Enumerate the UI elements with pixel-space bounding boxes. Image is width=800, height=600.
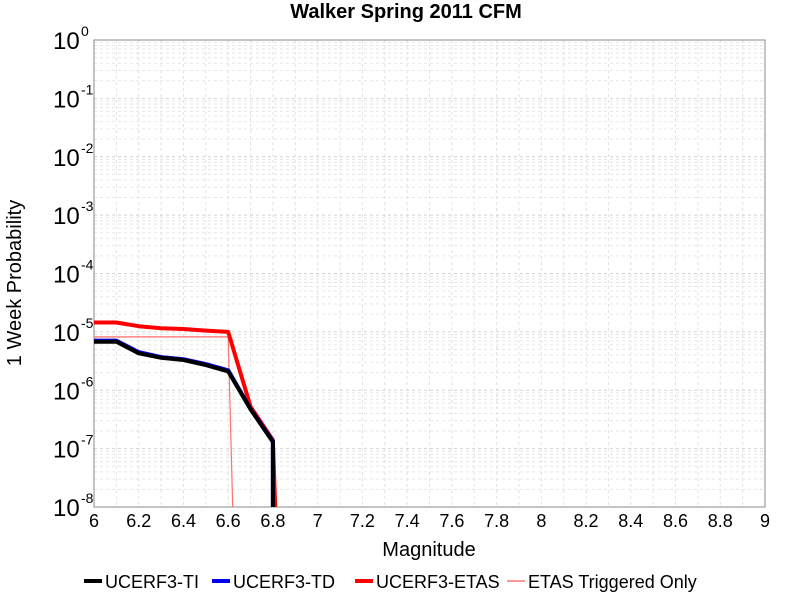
x-tick-label: 8.4 bbox=[618, 511, 643, 531]
y-tick-exponent: -2 bbox=[81, 140, 94, 156]
legend-label: UCERF3-TD bbox=[233, 572, 335, 592]
x-tick-label: 9 bbox=[760, 511, 770, 531]
y-tick-exponent: -1 bbox=[81, 81, 94, 97]
y-tick-label: 10 -1 bbox=[53, 81, 94, 113]
x-axis-label: Magnitude bbox=[382, 539, 475, 561]
series-line-ucerf3-ti bbox=[94, 339, 275, 507]
x-tick-label: 6.8 bbox=[260, 511, 285, 531]
x-tick-label: 7.4 bbox=[395, 511, 420, 531]
y-tick-label: 10 -8 bbox=[53, 490, 94, 522]
legend-label: UCERF3-TI bbox=[105, 572, 199, 592]
x-tick-label: 7 bbox=[313, 511, 323, 531]
y-tick-exponent: 0 bbox=[81, 23, 89, 39]
y-tick-base: 10 bbox=[53, 320, 80, 347]
y-tick-label: 10 0 bbox=[53, 23, 89, 55]
x-tick-label: 6.6 bbox=[216, 511, 241, 531]
y-tick-label: 10 -3 bbox=[53, 198, 94, 230]
y-tick-base: 10 bbox=[53, 145, 80, 172]
x-tick-label: 8.8 bbox=[708, 511, 733, 531]
x-tick-label: 6 bbox=[89, 511, 99, 531]
y-tick-label: 10 -7 bbox=[53, 432, 94, 464]
series-layer bbox=[94, 320, 278, 508]
x-tick-label: 8 bbox=[536, 511, 546, 531]
legend-label: UCERF3-ETAS bbox=[376, 572, 500, 592]
x-tick-label: 7.6 bbox=[439, 511, 464, 531]
y-tick-exponent: -4 bbox=[81, 257, 94, 273]
y-tick-label: 10 -6 bbox=[53, 373, 94, 405]
y-tick-exponent: -5 bbox=[81, 315, 94, 331]
x-tick-label: 8.2 bbox=[574, 511, 599, 531]
y-tick-exponent: -6 bbox=[81, 373, 94, 389]
x-tick-label: 6.2 bbox=[126, 511, 151, 531]
grid bbox=[93, 40, 766, 508]
y-tick-base: 10 bbox=[53, 28, 80, 55]
legend: UCERF3-TI UCERF3-TD UCERF3-ETAS ETAS Trigge… bbox=[84, 572, 697, 592]
y-axis-label: 1 Week Probability bbox=[4, 200, 26, 366]
y-tick-label: 10 -5 bbox=[53, 315, 94, 347]
y-tick-exponent: -3 bbox=[81, 198, 94, 214]
x-tick-label: 7.8 bbox=[484, 511, 509, 531]
y-tick-exponent: -7 bbox=[81, 432, 94, 448]
y-tick-base: 10 bbox=[53, 203, 80, 230]
chart-title: Walker Spring 2011 CFM bbox=[290, 1, 522, 23]
legend-item: UCERF3-ETAS bbox=[355, 572, 500, 592]
plot-area-border bbox=[93, 39, 766, 508]
y-tick-exponent: -8 bbox=[81, 490, 94, 506]
y-tick-base: 10 bbox=[53, 262, 80, 289]
x-tick-label: 7.2 bbox=[350, 511, 375, 531]
legend-item: UCERF3-TI bbox=[84, 572, 199, 592]
y-tick-label: 10 -4 bbox=[53, 257, 94, 289]
x-tick-labels: 6 6.2 6.4 6.6 6.8 7 7.2 7.4 7.6 7.8 8 8.2 8.4 8.6 8.8 9 bbox=[89, 511, 770, 531]
x-tick-label: 6.4 bbox=[171, 511, 196, 531]
legend-item: UCERF3-TD bbox=[212, 572, 335, 592]
y-tick-base: 10 bbox=[53, 495, 80, 522]
x-tick-label: 8.6 bbox=[663, 511, 688, 531]
y-tick-base: 10 bbox=[53, 437, 80, 464]
y-tick-base: 10 bbox=[53, 86, 80, 113]
y-tick-base: 10 bbox=[53, 378, 80, 405]
y-tick-label: 10 -2 bbox=[53, 140, 94, 172]
legend-label: ETAS Triggered Only bbox=[528, 572, 697, 592]
legend-item: ETAS Triggered Only bbox=[507, 572, 697, 592]
